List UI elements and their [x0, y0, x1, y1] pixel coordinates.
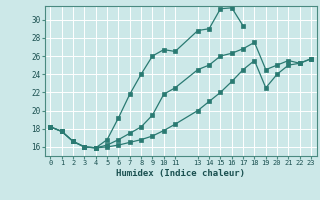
X-axis label: Humidex (Indice chaleur): Humidex (Indice chaleur) [116, 169, 245, 178]
